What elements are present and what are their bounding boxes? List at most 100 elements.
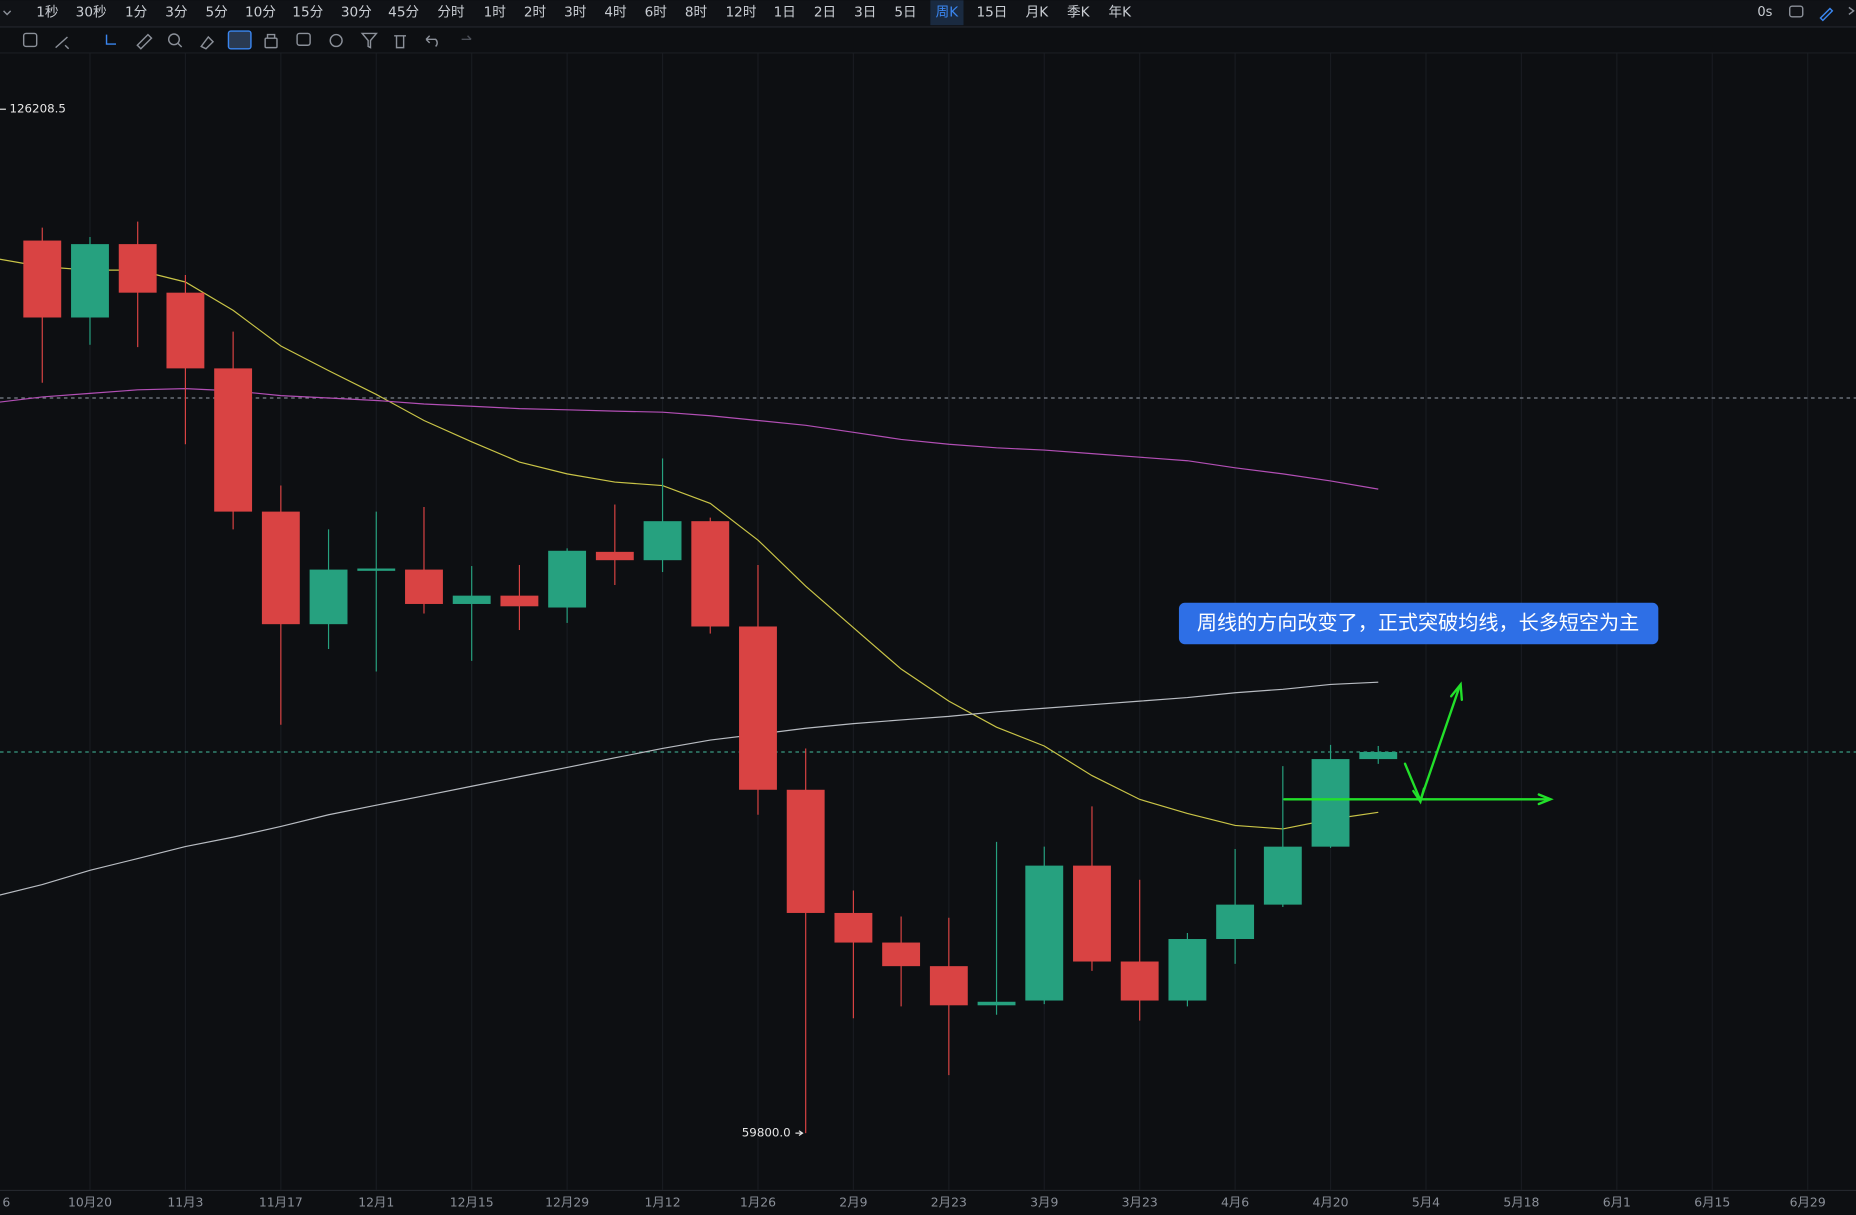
x-tick-label: 3月23 (1122, 1194, 1158, 1209)
candle-body (1025, 865, 1064, 1001)
tool-icon[interactable] (105, 34, 116, 45)
candle-body (548, 550, 587, 608)
candle-body (118, 244, 157, 293)
x-tick-label: 10月20 (68, 1194, 112, 1209)
candle-body (595, 551, 634, 561)
plot-area: 126208.5 59800.0 (0, 102, 1856, 1140)
candle-body (214, 368, 253, 512)
interval-button[interactable]: 季K (1067, 5, 1091, 21)
x-tick-label: 5月4 (1412, 1194, 1440, 1209)
interval-button[interactable]: 15分 (292, 5, 323, 21)
candle-body (1216, 904, 1255, 940)
candle-body (405, 569, 443, 604)
tool-icon[interactable] (425, 35, 438, 47)
toolbar: 1秒 30秒 1分 3分 5分 10分 15分 30分 45分 分时 1时 2时 3时 4时 6时 8时 12时… (36, 0, 1773, 26)
low-label: 59800.0 (742, 1126, 791, 1140)
interval-button[interactable]: 年K (1108, 5, 1132, 21)
active-interval-bg (930, 0, 964, 26)
tool-icon[interactable] (329, 33, 343, 48)
candle-body (357, 568, 396, 571)
candle-body (452, 595, 491, 604)
x-tick-label: 2月23 (931, 1194, 967, 1209)
x-tick-label: 4月20 (1312, 1194, 1348, 1209)
tool-icon[interactable] (461, 35, 472, 41)
x-tick-label: 6月15 (1694, 1194, 1730, 1209)
toolbar-bg (0, 0, 1856, 27)
more-icon[interactable] (1848, 6, 1855, 16)
interval-button[interactable]: 3时 (564, 5, 587, 21)
tool-icon[interactable] (394, 35, 406, 49)
tool-icon[interactable] (200, 35, 215, 50)
drawing-tools (3, 5, 1855, 50)
tool-icon[interactable] (22, 32, 38, 48)
interval-button[interactable]: 1分 (125, 5, 148, 21)
interval-button[interactable]: 4时 (604, 5, 627, 21)
x-tick-label: 2月9 (839, 1194, 867, 1209)
interval-button[interactable]: 1时 (484, 5, 507, 21)
interval-button[interactable]: 分时 (437, 5, 465, 21)
interval-button[interactable]: 30秒 (76, 5, 107, 21)
tool-icon[interactable] (177, 42, 183, 48)
interval-button[interactable]: 1日 (774, 5, 796, 21)
candle-body (834, 912, 873, 943)
timer: 0s (1757, 5, 1772, 20)
dropdown-icon[interactable] (3, 10, 12, 16)
tool-icon[interactable] (360, 32, 378, 49)
interval-button[interactable]: 8时 (685, 5, 708, 21)
interval-button[interactable]: 3日 (854, 5, 876, 21)
tool-icon[interactable] (264, 37, 278, 49)
candle-body (882, 942, 921, 967)
moving-average-line (0, 681, 1379, 896)
candle-body (71, 244, 109, 318)
tool-icon[interactable] (167, 33, 181, 46)
interval-button[interactable]: 30分 (341, 5, 372, 21)
interval-button[interactable]: 2时 (524, 5, 547, 21)
annotation-text: 周线的方向改变了，正式突破均线，长多短空为主 (1197, 611, 1639, 635)
x-tick-label: 1月12 (645, 1194, 681, 1209)
candle-body (929, 966, 968, 1006)
candle-body (1263, 846, 1302, 905)
candle-body (23, 240, 62, 318)
arrow-head (1450, 681, 1464, 702)
tool-icon[interactable] (55, 36, 70, 50)
interval-button[interactable]: 1秒 (36, 5, 58, 21)
interval-button[interactable]: 45分 (388, 5, 419, 21)
interval-button[interactable]: 周K (936, 5, 960, 21)
candle-body (1311, 759, 1350, 847)
candle-body (261, 511, 300, 625)
interval-button[interactable]: 2日 (814, 5, 836, 21)
low-marker-head (798, 1130, 804, 1136)
x-tick-label: 6 (2, 1194, 10, 1209)
x-tick-label: 1月26 (740, 1194, 776, 1209)
candle-body (1359, 751, 1398, 760)
interval-button[interactable]: 3分 (165, 5, 188, 21)
interval-button[interactable]: 月K (1026, 5, 1050, 21)
interval-button[interactable]: 15日 (976, 5, 1007, 21)
candle-body (739, 626, 777, 790)
edit-icon[interactable] (1819, 7, 1834, 22)
interval-button[interactable]: 10分 (245, 5, 276, 21)
moving-average-line (0, 258, 1379, 830)
user-drawing (1283, 681, 1554, 806)
x-tick-label: 4月6 (1221, 1194, 1249, 1209)
arrow-head (1412, 787, 1426, 805)
candle-body (500, 595, 539, 607)
tool-icon[interactable] (136, 33, 153, 50)
candle-body (309, 569, 348, 625)
high-label: 126208.5 (9, 102, 65, 116)
tool-icon[interactable] (227, 30, 252, 50)
interval-button[interactable]: 6时 (645, 5, 668, 21)
x-tick-label: 6月1 (1603, 1194, 1631, 1209)
x-tick-label: 12月1 (358, 1194, 394, 1209)
interval-button[interactable]: 5分 (205, 5, 228, 21)
interval-button[interactable]: 12时 (726, 5, 757, 21)
x-tick-label: 5月18 (1503, 1194, 1539, 1209)
tool-icon[interactable] (266, 33, 276, 39)
interval-button[interactable]: 5日 (894, 5, 916, 21)
x-axis: 6 10月20 11月3 11月17 12月1 12月15 12月29 1月12 1月26 2月9… (2, 1194, 1825, 1209)
camera-icon[interactable] (1789, 5, 1804, 18)
tool-icon[interactable] (296, 32, 311, 46)
candle-body (166, 292, 205, 369)
